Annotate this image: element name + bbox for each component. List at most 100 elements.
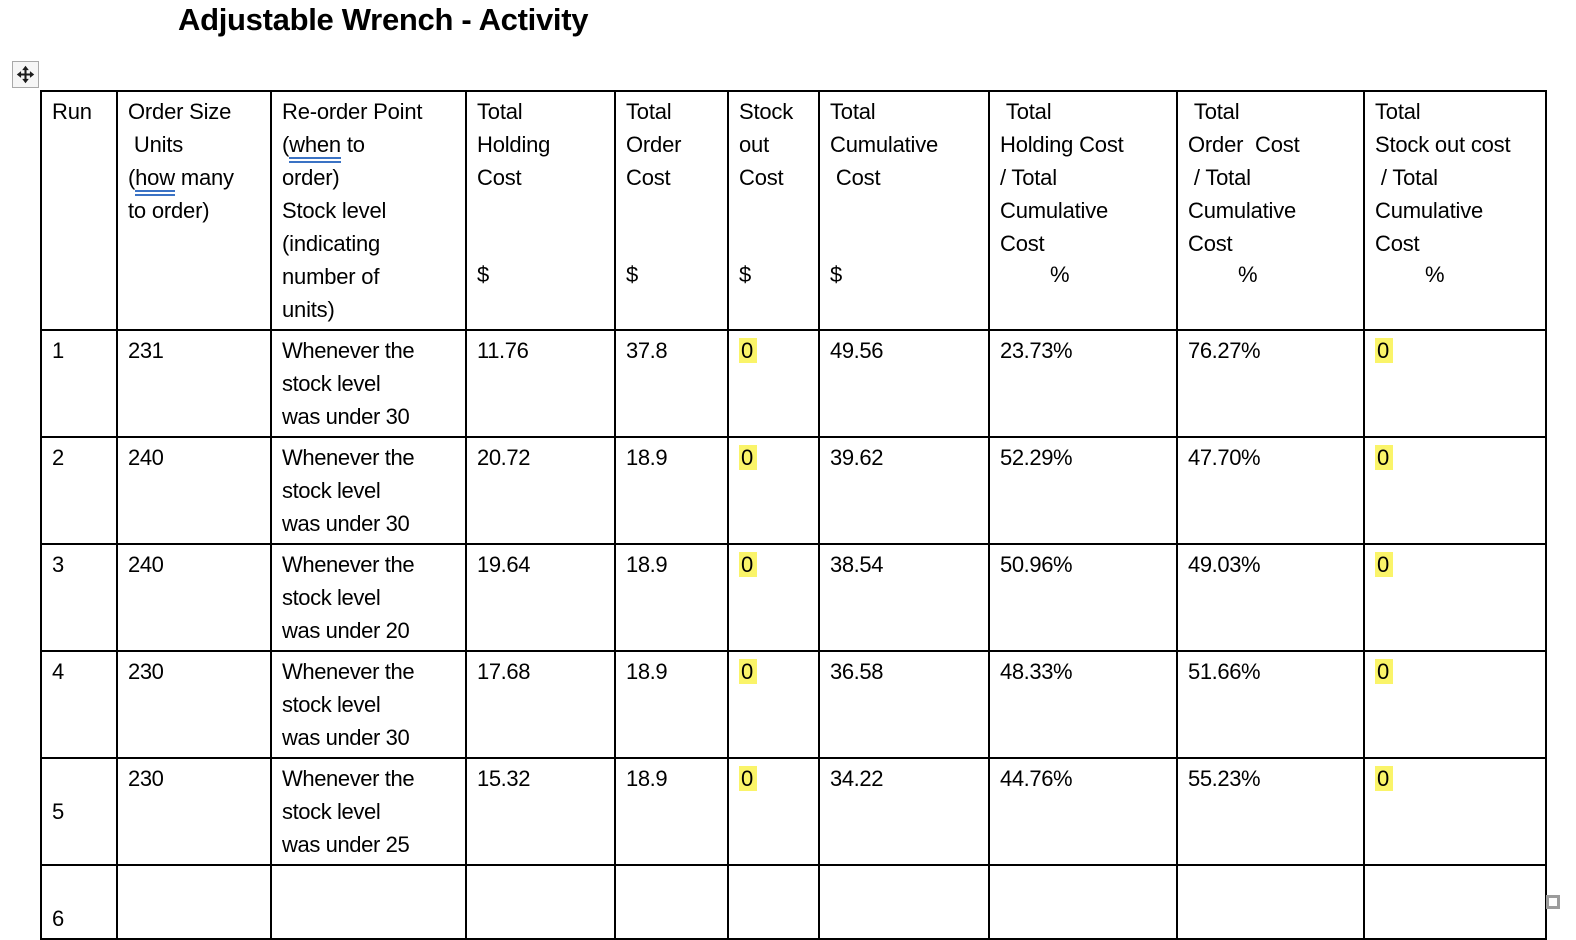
- highlighted-value: 0: [739, 552, 757, 577]
- cell-run[interactable]: 2: [40, 436, 118, 545]
- percent-unit-label: %: [1238, 262, 1258, 287]
- cell-order-size[interactable]: 240: [116, 436, 272, 545]
- cell-holding-percent[interactable]: [988, 864, 1178, 940]
- cell-holding-cost[interactable]: 17.68: [465, 650, 616, 759]
- highlighted-value: 0: [1375, 445, 1393, 470]
- cell-cumulative-cost[interactable]: 36.58: [818, 650, 990, 759]
- header-holding-cost-percent[interactable]: Total Holding Cost / Total Cumulative Co…: [988, 90, 1178, 331]
- activity-table: Run Order Size Units (how many to order)…: [40, 90, 1547, 940]
- table-row: 3 240 Whenever the stock level was under…: [40, 543, 1547, 652]
- cell-cumulative-cost[interactable]: 38.54: [818, 543, 990, 652]
- header-total-holding-cost[interactable]: Total Holding Cost $: [465, 90, 616, 331]
- header-run[interactable]: Run: [40, 90, 118, 331]
- header-order-cost-percent[interactable]: Total Order Cost / Total Cumulative Cost…: [1176, 90, 1365, 331]
- header-stock-out-cost[interactable]: Stock out Cost $: [727, 90, 820, 331]
- header-text: Total Order Cost / Total Cumulative Cost: [1188, 99, 1300, 256]
- cell-order-cost[interactable]: 18.9: [614, 543, 729, 652]
- cell-stockout-cost[interactable]: [727, 864, 820, 940]
- cell-order-cost[interactable]: [614, 864, 729, 940]
- cell-order-size[interactable]: [116, 864, 272, 940]
- header-text: Stock out Cost: [739, 99, 794, 190]
- cell-holding-cost[interactable]: 15.32: [465, 757, 616, 866]
- cell-reorder-point[interactable]: Whenever the stock level was under 30: [270, 436, 467, 545]
- cell-holding-percent[interactable]: 50.96%: [988, 543, 1178, 652]
- cell-order-cost[interactable]: 37.8: [614, 329, 729, 438]
- cell-reorder-point[interactable]: [270, 864, 467, 940]
- cell-stockout-percent[interactable]: [1363, 864, 1547, 940]
- cell-cumulative-cost[interactable]: [818, 864, 990, 940]
- cell-run[interactable]: 4: [40, 650, 118, 759]
- cell-reorder-point[interactable]: Whenever the stock level was under 20: [270, 543, 467, 652]
- cell-stockout-cost[interactable]: 0: [727, 650, 820, 759]
- highlighted-value: 0: [739, 659, 757, 684]
- cell-run[interactable]: 6: [40, 864, 118, 940]
- cell-stockout-percent[interactable]: 0: [1363, 757, 1547, 866]
- cell-holding-percent[interactable]: 44.76%: [988, 757, 1178, 866]
- cell-reorder-point[interactable]: Whenever the stock level was under 30: [270, 650, 467, 759]
- dollar-unit-label: $: [626, 262, 639, 287]
- cell-run[interactable]: 1: [40, 329, 118, 438]
- table-row: 1 231 Whenever the stock level was under…: [40, 329, 1547, 438]
- cell-order-cost[interactable]: 18.9: [614, 757, 729, 866]
- header-total-cumulative-cost[interactable]: Total Cumulative Cost $: [818, 90, 990, 331]
- percent-unit-label: %: [1050, 262, 1070, 287]
- cell-order-percent[interactable]: 49.03%: [1176, 543, 1365, 652]
- cell-order-size[interactable]: 230: [116, 650, 272, 759]
- cell-stockout-percent[interactable]: 0: [1363, 543, 1547, 652]
- header-text: Total Cumulative Cost: [830, 99, 939, 190]
- header-text: Total Order Cost: [626, 99, 682, 190]
- cell-order-percent[interactable]: 76.27%: [1176, 329, 1365, 438]
- highlighted-value: 0: [739, 766, 757, 791]
- cell-order-percent[interactable]: 55.23%: [1176, 757, 1365, 866]
- cell-holding-cost[interactable]: [465, 864, 616, 940]
- cell-stockout-cost[interactable]: 0: [727, 543, 820, 652]
- cell-order-percent[interactable]: 47.70%: [1176, 436, 1365, 545]
- grammar-underlined-word: when: [289, 132, 341, 163]
- cell-reorder-point[interactable]: Whenever the stock level was under 25: [270, 757, 467, 866]
- table-row: 6: [40, 864, 1547, 940]
- highlighted-value: 0: [1375, 552, 1393, 577]
- dollar-unit-label: $: [739, 262, 752, 287]
- highlighted-value: 0: [1375, 659, 1393, 684]
- header-stockout-cost-percent[interactable]: Total Stock out cost / Total Cumulative …: [1363, 90, 1547, 331]
- highlighted-value: 0: [1375, 338, 1393, 363]
- cell-stockout-percent[interactable]: 0: [1363, 436, 1547, 545]
- table-resize-handle[interactable]: [1546, 895, 1560, 909]
- header-text: Total Stock out cost / Total Cumulative …: [1375, 99, 1511, 256]
- cell-holding-cost[interactable]: 11.76: [465, 329, 616, 438]
- cell-stockout-cost[interactable]: 0: [727, 329, 820, 438]
- table-move-handle[interactable]: [12, 61, 39, 88]
- cell-order-percent[interactable]: [1176, 864, 1365, 940]
- highlighted-value: 0: [739, 338, 757, 363]
- cell-holding-cost[interactable]: 20.72: [465, 436, 616, 545]
- cell-order-percent[interactable]: 51.66%: [1176, 650, 1365, 759]
- cell-stockout-percent[interactable]: 0: [1363, 650, 1547, 759]
- cell-order-size[interactable]: 230: [116, 757, 272, 866]
- cell-stockout-cost[interactable]: 0: [727, 757, 820, 866]
- cell-stockout-percent[interactable]: 0: [1363, 329, 1547, 438]
- cell-run[interactable]: 5: [40, 757, 118, 866]
- cell-cumulative-cost[interactable]: 49.56: [818, 329, 990, 438]
- dollar-unit-label: $: [830, 262, 843, 287]
- header-text: Total Holding Cost / Total Cumulative Co…: [1000, 99, 1124, 256]
- table-row: 4 230 Whenever the stock level was under…: [40, 650, 1547, 759]
- cell-run[interactable]: 3: [40, 543, 118, 652]
- cell-cumulative-cost[interactable]: 34.22: [818, 757, 990, 866]
- table-row: 2 240 Whenever the stock level was under…: [40, 436, 1547, 545]
- cell-holding-percent[interactable]: 48.33%: [988, 650, 1178, 759]
- cell-holding-percent[interactable]: 23.73%: [988, 329, 1178, 438]
- cell-order-size[interactable]: 231: [116, 329, 272, 438]
- highlighted-value: 0: [739, 445, 757, 470]
- cell-order-size[interactable]: 240: [116, 543, 272, 652]
- cell-order-cost[interactable]: 18.9: [614, 436, 729, 545]
- header-total-order-cost[interactable]: Total Order Cost $: [614, 90, 729, 331]
- cell-holding-cost[interactable]: 19.64: [465, 543, 616, 652]
- cell-stockout-cost[interactable]: 0: [727, 436, 820, 545]
- cell-reorder-point[interactable]: Whenever the stock level was under 30: [270, 329, 467, 438]
- header-order-size[interactable]: Order Size Units (how many to order): [116, 90, 272, 331]
- cell-order-cost[interactable]: 18.9: [614, 650, 729, 759]
- cell-holding-percent[interactable]: 52.29%: [988, 436, 1178, 545]
- header-reorder-point[interactable]: Re-order Point (when to order) Stock lev…: [270, 90, 467, 331]
- cell-cumulative-cost[interactable]: 39.62: [818, 436, 990, 545]
- page-title: Adjustable Wrench - Activity: [178, 2, 589, 37]
